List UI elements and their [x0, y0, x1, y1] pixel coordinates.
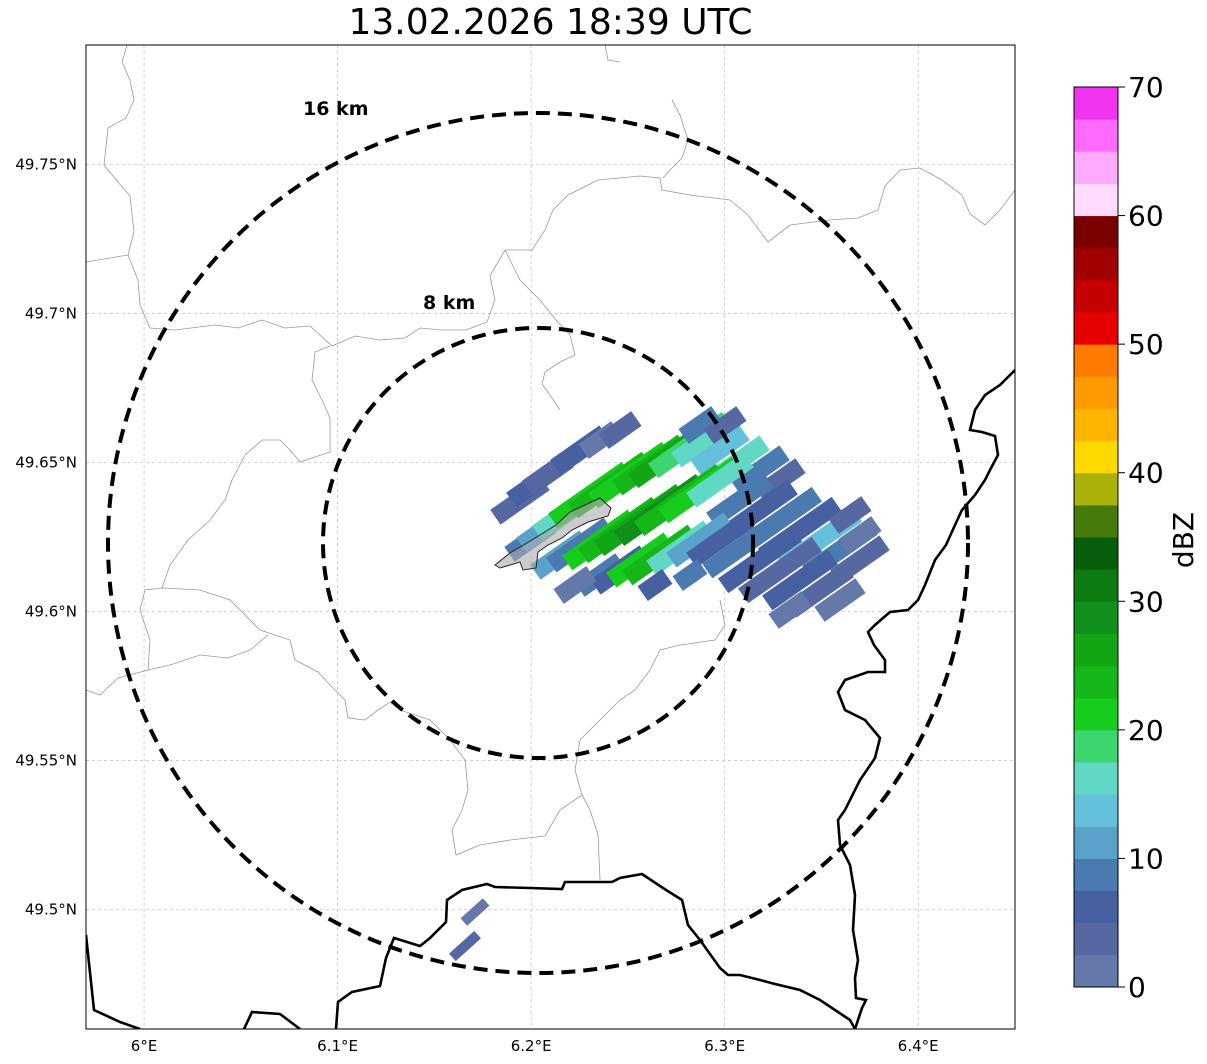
- colorbar-segment: [1074, 472, 1118, 506]
- colorbar-segment: [1074, 858, 1118, 892]
- colorbar-segment: [1074, 729, 1118, 763]
- reflectivity-cell: [828, 496, 872, 534]
- reflectivity-field: [449, 406, 890, 962]
- colorbar-tick-label: 10: [1128, 842, 1164, 875]
- reflectivity-cell: [814, 578, 866, 622]
- range-ring-16km: [106, 111, 970, 975]
- country-border-line: [836, 369, 1015, 1029]
- colorbar-segment: [1074, 504, 1118, 538]
- colorbar-frame: [1073, 86, 1119, 988]
- colorbar-tick-label: 70: [1128, 71, 1164, 104]
- map-frame: [85, 44, 1016, 1030]
- reflectivity-cell: [702, 517, 778, 579]
- reflectivity-cell: [686, 512, 754, 568]
- colorbar-segment: [1074, 215, 1118, 249]
- reflectivity-cell: [449, 930, 481, 962]
- reflectivity-cell: [686, 452, 754, 508]
- country-border-line: [242, 1010, 301, 1029]
- colorbar-segments: [1074, 87, 1118, 988]
- colorbar-segment: [1074, 697, 1118, 731]
- boundary-line: [127, 167, 1015, 347]
- reflectivity-cell: [717, 526, 803, 594]
- colorbar-segment: [1074, 601, 1118, 634]
- colorbar-segment: [1074, 440, 1118, 474]
- colorbar-segment: [1074, 569, 1118, 602]
- boundary-line: [574, 599, 726, 796]
- colorbar-segment: [1074, 890, 1118, 924]
- lat-tick-label: 49.75°N: [15, 155, 77, 173]
- colorbar-segment: [1074, 665, 1118, 699]
- country-border-line: [86, 934, 141, 1029]
- colorbar-segment: [1074, 344, 1118, 377]
- colorbar-ticks: 0 10 20 30 40 50 60 70: [1118, 71, 1164, 1004]
- admin-boundaries: [86, 45, 1015, 881]
- urban-area-outline: [494, 497, 612, 571]
- colorbar-segment: [1074, 151, 1118, 184]
- boundary-line: [147, 634, 269, 671]
- colorbar-segment: [1074, 247, 1118, 281]
- reflectivity-cell: [553, 566, 597, 604]
- colorbar-segment: [1074, 408, 1118, 442]
- colorbar-segment: [1074, 762, 1118, 795]
- lon-tick-label: 6.4°E: [898, 1037, 939, 1055]
- lon-tick-label: 6°E: [131, 1037, 158, 1055]
- reflectivity-cell: [737, 536, 823, 604]
- boundary-line: [86, 45, 135, 263]
- lat-tick-label: 49.55°N: [15, 752, 77, 770]
- colorbar-segment: [1074, 633, 1118, 667]
- colorbar-tick-label: 30: [1128, 585, 1164, 618]
- range-ring-label-16km: 16 km: [303, 98, 369, 120]
- colorbar-tick-label: 0: [1128, 971, 1146, 1004]
- colorbar-segment: [1074, 312, 1118, 345]
- boundary-line: [161, 587, 601, 881]
- colorbar: 0 10 20 30 40 50 60 70 dBZ: [1073, 71, 1200, 1004]
- colorbar-segment: [1074, 87, 1118, 120]
- colorbar-segment: [1074, 826, 1118, 859]
- lon-tick-label: 6.3°E: [704, 1037, 745, 1055]
- boundary-line: [662, 99, 689, 179]
- reflectivity-cell: [672, 559, 708, 591]
- colorbar-tick-label: 60: [1128, 200, 1164, 233]
- reflectivity-cell: [666, 512, 734, 568]
- reflectivity-cell: [637, 569, 673, 601]
- country-border-line: [334, 872, 857, 1029]
- lat-tick-label: 49.7°N: [25, 304, 77, 322]
- reflectivity-cell: [460, 898, 490, 926]
- colorbar-segment: [1074, 279, 1118, 313]
- boundary-line: [604, 45, 621, 63]
- map-plot-area: 16 km 8 km: [85, 44, 1016, 1030]
- colorbar-segment: [1074, 119, 1118, 152]
- colorbar-segment: [1074, 183, 1118, 217]
- boundary-line: [86, 345, 331, 696]
- range-ring-label-8km: 8 km: [423, 292, 475, 314]
- colorbar-label: dBZ: [1167, 512, 1200, 568]
- colorbar-segment: [1074, 537, 1118, 570]
- colorbar-tick-label: 40: [1128, 457, 1164, 490]
- colorbar-tick-label: 20: [1128, 714, 1164, 747]
- reflectivity-cell: [598, 411, 642, 449]
- map-title: 13.02.2026 18:39 UTC: [348, 2, 753, 43]
- reflectivity-cell: [768, 591, 812, 629]
- lon-tick-label: 6.1°E: [317, 1037, 358, 1055]
- range-ring-8km: [321, 326, 755, 760]
- boundary-line: [504, 249, 576, 411]
- country-borders: [86, 369, 1015, 1029]
- lon-tick-label: 6.2°E: [511, 1037, 552, 1055]
- lat-tick-label: 49.65°N: [15, 453, 77, 471]
- lat-tick-label: 49.6°N: [25, 603, 77, 621]
- reflectivity-cell: [703, 406, 747, 444]
- lat-tick-label: 49.5°N: [25, 901, 77, 919]
- colorbar-segment: [1074, 954, 1118, 988]
- reflectivity-cell: [690, 425, 750, 475]
- reflectivity-cell: [838, 516, 882, 554]
- colorbar-segment: [1074, 376, 1118, 409]
- reflectivity-cell: [762, 549, 838, 611]
- colorbar-segment: [1074, 794, 1118, 827]
- axis-tick-labels: 6°E 6.1°E 6.2°E 6.3°E 6.4°E 49.5°N 49.55°N 49.6…: [15, 155, 938, 1055]
- colorbar-segment: [1074, 922, 1118, 956]
- colorbar-tick-label: 50: [1128, 328, 1164, 361]
